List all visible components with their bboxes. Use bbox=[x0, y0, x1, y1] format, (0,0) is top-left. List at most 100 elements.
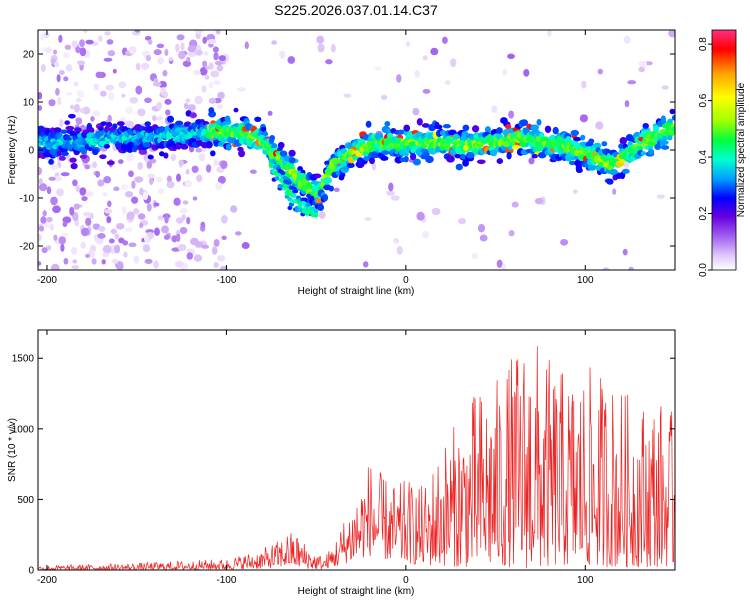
heatmap-cell bbox=[384, 121, 391, 127]
heatmap-cell bbox=[40, 216, 47, 224]
heatmap-cell bbox=[506, 151, 512, 160]
heatmap-cell bbox=[416, 211, 425, 221]
heatmap-cell bbox=[491, 105, 498, 114]
heatmap-cell bbox=[202, 36, 208, 44]
heatmap-cell bbox=[118, 237, 125, 244]
heatmap-cell bbox=[66, 91, 73, 96]
heatmap-cells bbox=[38, 30, 675, 270]
heatmap-cell bbox=[286, 188, 291, 194]
heatmap-cell bbox=[660, 115, 667, 123]
heatmap-cell bbox=[508, 110, 515, 119]
heatmap-cell bbox=[271, 40, 277, 45]
heatmap-cell bbox=[85, 191, 94, 197]
heatmap-cell bbox=[107, 200, 112, 208]
heatmap-cell bbox=[128, 170, 134, 178]
heatmap-cell bbox=[144, 258, 153, 264]
heatmap-cell bbox=[293, 189, 299, 194]
heatmap-cell bbox=[65, 125, 75, 131]
heatmap-cell bbox=[186, 252, 194, 260]
heatmap-cell bbox=[176, 34, 185, 41]
heatmap-cell bbox=[38, 166, 43, 176]
heatmap-cell bbox=[116, 121, 125, 127]
heatmap-cell bbox=[199, 66, 208, 76]
heatmap-cell bbox=[220, 214, 228, 224]
heatmap-cell bbox=[340, 148, 348, 154]
heatmap-cell bbox=[654, 143, 662, 150]
heatmap-cell bbox=[85, 253, 90, 259]
heatmap-cell bbox=[72, 179, 78, 187]
heatmap-cell bbox=[193, 254, 203, 262]
heatmap-cell bbox=[508, 230, 515, 237]
heatmap-cell bbox=[46, 186, 52, 195]
heatmap-cell bbox=[396, 245, 403, 255]
heatmap-cell bbox=[176, 173, 181, 182]
heatmap-cell bbox=[62, 221, 68, 228]
heatmap-y-axis-label: Frequency (Hz) bbox=[7, 116, 18, 185]
heatmap-cell bbox=[112, 68, 117, 74]
x-tick-label: -200 bbox=[37, 575, 57, 586]
heatmap-cell bbox=[162, 69, 168, 77]
heatmap-cell bbox=[297, 166, 303, 172]
heatmap-cell bbox=[101, 259, 106, 265]
heatmap-cell bbox=[131, 196, 139, 204]
heatmap-cell bbox=[91, 258, 97, 265]
heatmap-cell bbox=[365, 120, 372, 128]
heatmap-cell bbox=[129, 96, 139, 104]
heatmap-cell bbox=[374, 66, 382, 71]
heatmap-cell bbox=[106, 216, 112, 224]
heatmap-cell bbox=[83, 30, 88, 34]
heatmap-cell bbox=[579, 141, 588, 147]
heatmap-cell bbox=[269, 135, 276, 141]
heatmap-cell bbox=[343, 93, 352, 98]
heatmap-cell bbox=[316, 35, 325, 44]
heatmap-cell bbox=[56, 150, 62, 157]
heatmap-cell bbox=[267, 110, 273, 116]
heatmap-cell bbox=[98, 35, 103, 42]
heatmap-cell bbox=[69, 206, 75, 216]
heatmap-cell bbox=[203, 51, 209, 56]
colorbar: 0.0 0.2 0.4 0.6 0.8 Normalized spectral ampl… bbox=[698, 29, 747, 277]
heatmap-cell bbox=[244, 122, 252, 131]
heatmap-cell bbox=[511, 201, 519, 208]
heatmap-cell bbox=[182, 60, 192, 67]
heatmap-cell bbox=[455, 163, 463, 171]
heatmap-cell bbox=[274, 176, 280, 181]
heatmap-cell bbox=[288, 149, 296, 157]
heatmap-cell bbox=[609, 168, 618, 176]
heatmap-cell bbox=[254, 116, 262, 122]
heatmap-cell bbox=[213, 238, 220, 247]
heatmap-cell bbox=[161, 225, 169, 234]
heatmap-cell bbox=[180, 42, 185, 51]
heatmap-cell bbox=[667, 118, 673, 124]
heatmap-cell bbox=[249, 169, 257, 174]
heatmap-cell bbox=[496, 259, 503, 268]
heatmap-cell bbox=[143, 234, 149, 243]
heatmap-cell bbox=[195, 49, 203, 56]
heatmap-cell bbox=[189, 112, 197, 119]
heatmap-cell bbox=[106, 39, 114, 45]
heatmap-cell bbox=[323, 177, 332, 184]
heatmap-cell bbox=[85, 39, 94, 45]
heatmap-cell bbox=[317, 203, 325, 212]
heatmap-cell bbox=[181, 214, 186, 221]
heatmap-cell bbox=[64, 44, 72, 50]
heatmap-cell bbox=[283, 176, 289, 181]
heatmap-cell bbox=[217, 91, 225, 100]
heatmap-cell bbox=[381, 150, 391, 155]
heatmap-cell bbox=[601, 141, 608, 147]
heatmap-cell bbox=[505, 124, 512, 130]
heatmap-cell bbox=[115, 263, 124, 270]
heatmap-cell bbox=[211, 246, 218, 255]
heatmap-cell bbox=[73, 104, 80, 113]
heatmap-cell bbox=[622, 248, 628, 256]
heatmap-cell bbox=[241, 242, 250, 249]
heatmap-cell bbox=[213, 80, 221, 86]
heatmap-cell bbox=[642, 122, 649, 129]
heatmap-cell bbox=[186, 56, 191, 63]
heatmap-cell bbox=[45, 46, 52, 54]
heatmap-cell bbox=[153, 260, 159, 269]
colorbar-tick-label: 0.6 bbox=[698, 93, 709, 107]
heatmap-cell bbox=[519, 119, 529, 127]
heatmap-cell bbox=[79, 154, 88, 159]
